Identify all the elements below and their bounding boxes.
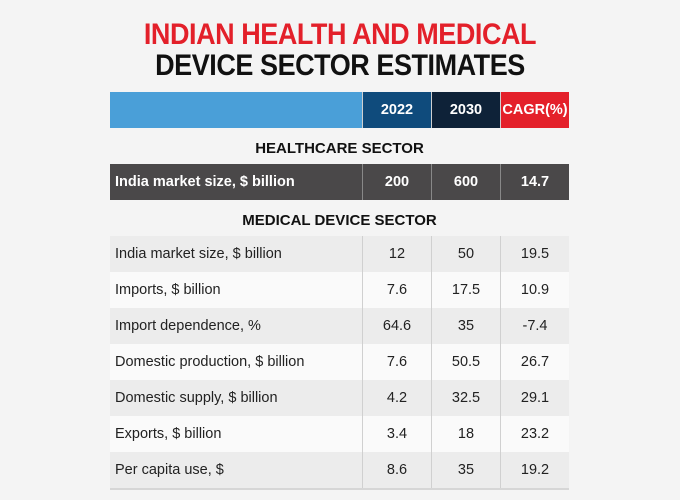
cell-2030: 17.5 bbox=[431, 272, 500, 308]
cell-2022: 3.4 bbox=[362, 416, 431, 452]
cell-2022: 8.6 bbox=[362, 452, 431, 488]
section-title-medical-device: MEDICAL DEVICE SECTOR bbox=[242, 212, 437, 229]
cell-cagr: 14.7 bbox=[500, 164, 569, 200]
cell-2030: 50 bbox=[431, 236, 500, 272]
cell-2030: 35 bbox=[431, 308, 500, 344]
header-row: 2022 2030 CAGR(%) bbox=[110, 92, 569, 128]
header-2022: 2022 bbox=[362, 92, 431, 128]
table-row: Domestic production, $ billion 7.6 50.5 26.… bbox=[110, 344, 569, 382]
cell-cagr: 19.2 bbox=[500, 452, 569, 488]
cell-2022: 7.6 bbox=[362, 344, 431, 380]
cell-cagr: 26.7 bbox=[500, 344, 569, 380]
table-row: Exports, $ billion 3.4 18 23.2 bbox=[110, 416, 569, 454]
title-line-2: DEVICE SECTOR ESTIMATES bbox=[155, 49, 525, 82]
row-label: Domestic supply, $ billion bbox=[115, 390, 278, 406]
table-row: India market size, $ billion 12 50 19.5 bbox=[110, 236, 569, 274]
header-label-cell bbox=[110, 92, 362, 128]
row-label: Domestic production, $ billion bbox=[115, 354, 305, 370]
header-2030: 2030 bbox=[431, 92, 500, 128]
cell-cagr: 29.1 bbox=[500, 380, 569, 416]
row-label: India market size, $ billion bbox=[115, 246, 282, 262]
cell-2030: 32.5 bbox=[431, 380, 500, 416]
section-title-healthcare: HEALTHCARE SECTOR bbox=[255, 140, 424, 157]
table-row: India market size, $ billion 200 600 14.7 bbox=[110, 164, 569, 200]
title-line-1: INDIAN HEALTH AND MEDICAL bbox=[143, 18, 537, 51]
cell-cagr: 23.2 bbox=[500, 416, 569, 452]
cell-2022: 200 bbox=[362, 164, 431, 200]
table-row: Import dependence, % 64.6 35 -7.4 bbox=[110, 308, 569, 346]
cell-cagr: 10.9 bbox=[500, 272, 569, 308]
table-row: Domestic supply, $ billion 4.2 32.5 29.1 bbox=[110, 380, 569, 418]
row-label: Per capita use, $ bbox=[115, 462, 224, 478]
cell-cagr: 19.5 bbox=[500, 236, 569, 272]
table-row: Per capita use, $ 8.6 35 19.2 bbox=[110, 452, 569, 490]
row-label: India market size, $ billion bbox=[110, 164, 362, 200]
cell-2022: 64.6 bbox=[362, 308, 431, 344]
cell-2030: 600 bbox=[431, 164, 500, 200]
cell-2030: 18 bbox=[431, 416, 500, 452]
row-label: Import dependence, % bbox=[115, 318, 261, 334]
cell-cagr: -7.4 bbox=[500, 308, 569, 344]
header-cagr: CAGR(%) bbox=[500, 92, 569, 128]
cell-2030: 50.5 bbox=[431, 344, 500, 380]
row-label: Exports, $ billion bbox=[115, 426, 222, 442]
cell-2030: 35 bbox=[431, 452, 500, 488]
cell-2022: 4.2 bbox=[362, 380, 431, 416]
cell-2022: 12 bbox=[362, 236, 431, 272]
cell-2022: 7.6 bbox=[362, 272, 431, 308]
row-label: Imports, $ billion bbox=[115, 282, 221, 298]
table-row: Imports, $ billion 7.6 17.5 10.9 bbox=[110, 272, 569, 310]
